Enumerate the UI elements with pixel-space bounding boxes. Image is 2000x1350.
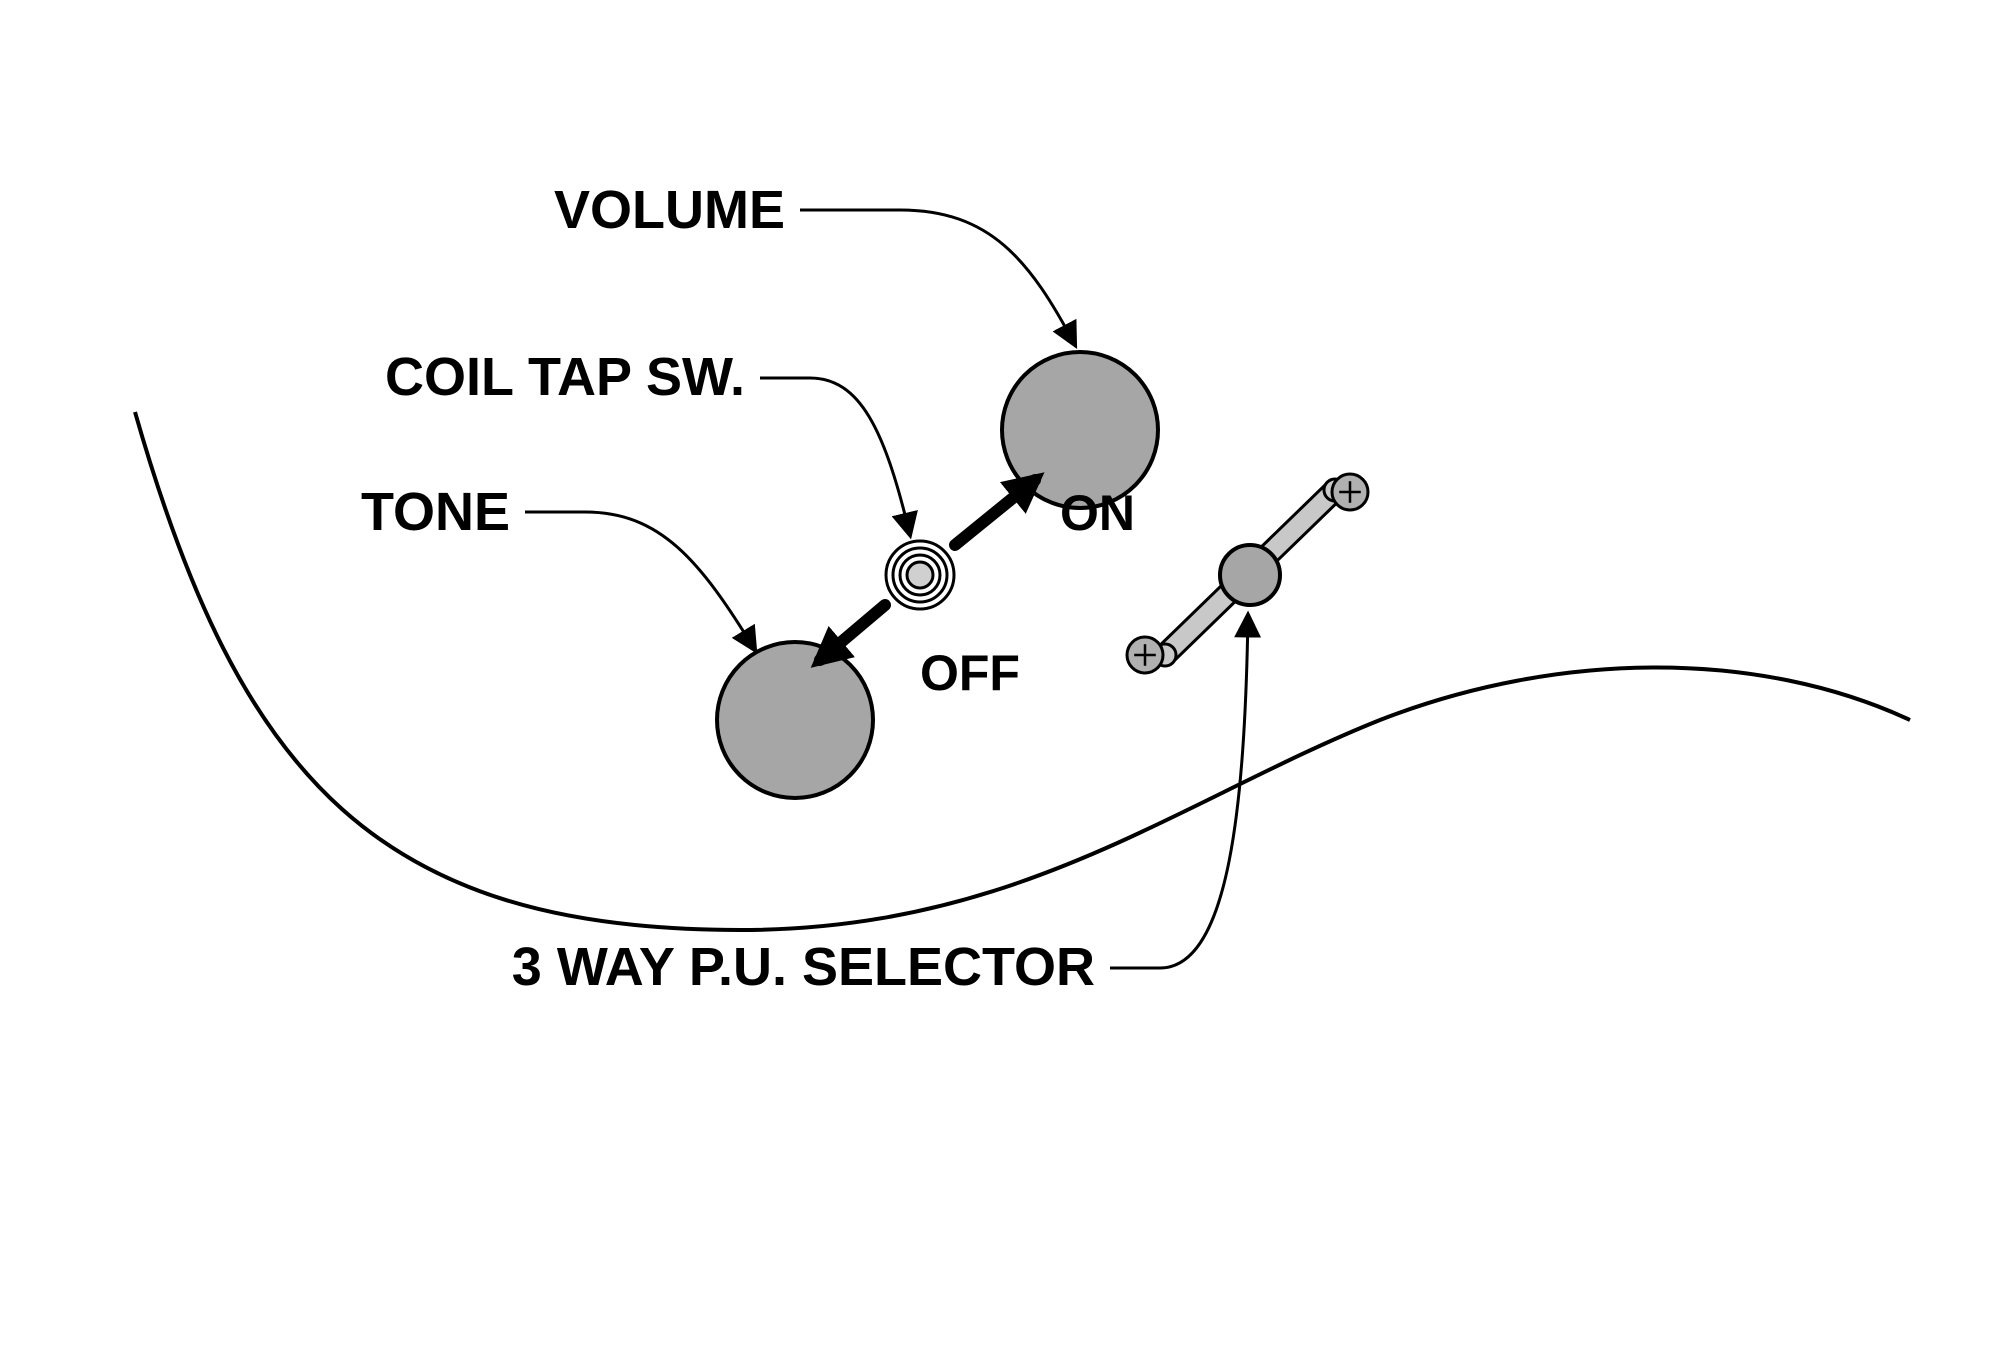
coil-tap-switch xyxy=(886,541,954,609)
label-coil-tap: COIL TAP SW. xyxy=(385,347,745,407)
coil-tap-on-arrow xyxy=(955,480,1035,545)
leader-coil-tap xyxy=(760,378,910,535)
label-tone: TONE xyxy=(361,482,510,542)
tone-knob xyxy=(717,642,873,798)
leader-tone xyxy=(525,512,755,650)
leader-volume xyxy=(800,210,1075,345)
label-selector: 3 WAY P.U. SELECTOR xyxy=(512,937,1095,997)
label-off: OFF xyxy=(920,645,1020,701)
label-on: ON xyxy=(1060,485,1135,541)
coil-tap-off-arrow xyxy=(820,605,885,660)
label-volume: VOLUME xyxy=(554,180,785,240)
